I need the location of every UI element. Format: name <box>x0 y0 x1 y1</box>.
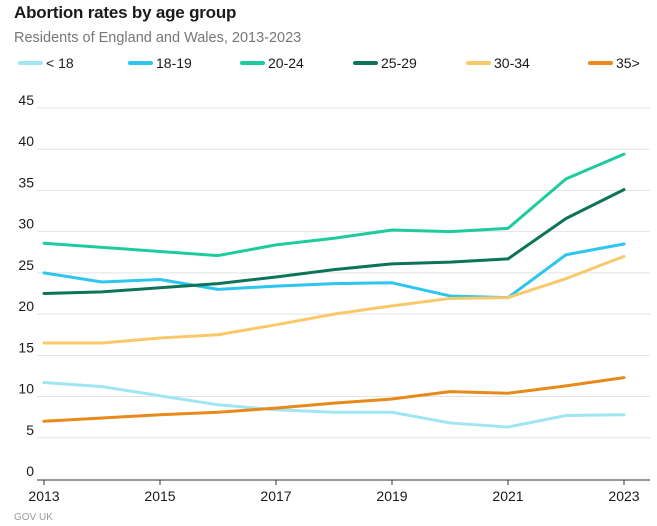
x-tick-label: 2015 <box>144 488 175 504</box>
y-tick-label: 5 <box>26 422 34 438</box>
y-axis-ticks: 0 5 10 15 20 25 30 35 40 45 <box>18 92 34 479</box>
legend-label: 35> <box>616 55 640 71</box>
legend-label: 30-34 <box>494 55 530 71</box>
y-tick-label: 20 <box>18 298 34 314</box>
x-tick-label: 2017 <box>260 488 291 504</box>
legend-swatch <box>353 61 378 65</box>
source-note: GOV UK <box>14 512 53 523</box>
x-tick-label: 2021 <box>492 488 523 504</box>
legend-item-30-34[interactable]: 30-34 <box>466 53 530 73</box>
y-tick-label: 35 <box>18 174 34 190</box>
x-tick-label: 2013 <box>28 488 59 504</box>
y-tick-label: 10 <box>18 381 34 397</box>
legend-swatch <box>588 61 613 65</box>
y-tick-label: 25 <box>18 257 34 273</box>
series-line-18-19 <box>42 242 626 300</box>
legend-label: < 18 <box>46 55 74 71</box>
series-line-35 <box>42 376 626 423</box>
legend-swatch <box>240 61 265 65</box>
legend: < 18 18-19 20-24 25-29 30-34 35> <box>0 53 657 73</box>
legend-swatch <box>128 61 153 65</box>
series-lines <box>42 152 626 429</box>
y-tick-label: 45 <box>18 92 34 108</box>
x-tick-label: 2019 <box>376 488 407 504</box>
gridlines <box>37 107 650 439</box>
y-tick-label: 0 <box>26 463 34 479</box>
chart-title: Abortion rates by age group <box>14 3 237 22</box>
series-line-30-34 <box>42 254 626 345</box>
legend-label: 25-29 <box>381 55 417 71</box>
x-axis: 2013 2015 2017 2019 2021 2023 <box>28 479 650 504</box>
legend-label: 20-24 <box>268 55 304 71</box>
legend-item-20-24[interactable]: 20-24 <box>240 53 304 73</box>
legend-label: 18-19 <box>156 55 192 71</box>
legend-item-35-plus[interactable]: 35> <box>588 53 640 73</box>
legend-swatch <box>466 61 491 65</box>
y-tick-label: 15 <box>18 339 34 355</box>
legend-item-25-29[interactable]: 25-29 <box>353 53 417 73</box>
legend-item-18-19[interactable]: 18-19 <box>128 53 192 73</box>
y-tick-label: 40 <box>18 133 34 149</box>
series-line-18 <box>42 381 626 429</box>
series-line-25-29 <box>42 188 626 295</box>
legend-item-under-18[interactable]: < 18 <box>18 53 74 73</box>
chart-subtitle: Residents of England and Wales, 2013-202… <box>14 30 302 46</box>
y-tick-label: 30 <box>18 216 34 232</box>
legend-swatch <box>18 61 43 65</box>
x-tick-label: 2023 <box>608 488 639 504</box>
series-line-20-24 <box>42 152 626 258</box>
